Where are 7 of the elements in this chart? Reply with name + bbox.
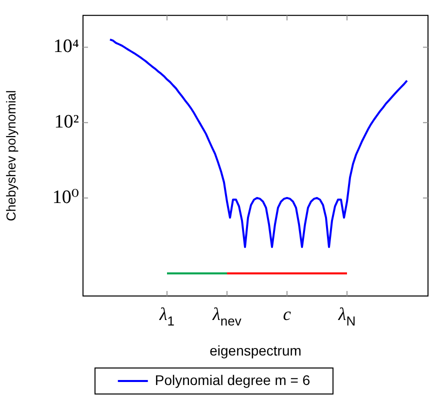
x-axis-title: eigenspectrum (210, 342, 302, 358)
x-tick-label: c (283, 304, 292, 324)
y-tick-label: 10² (54, 112, 80, 133)
y-tick-label: 10⁰ (52, 186, 80, 208)
y-tick-label: 10⁴ (53, 36, 80, 58)
y-axis-title: Chebyshev polynomial (3, 90, 18, 222)
legend-label: Polynomial degree m = 6 (154, 372, 310, 388)
